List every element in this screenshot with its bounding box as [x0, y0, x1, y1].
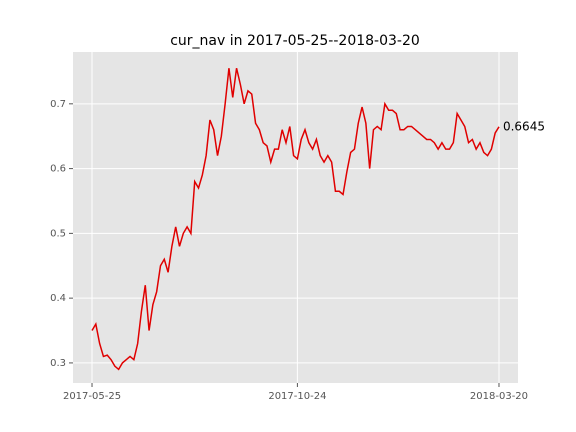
y-tick-label: 0.4 — [50, 293, 66, 304]
line — [91, 68, 500, 371]
y-tick-label: 0.5 — [50, 228, 66, 239]
y-tick-label: 0.3 — [50, 358, 66, 369]
x-tick-label: 2017-05-25 — [63, 391, 121, 402]
y-tick-label: 0.7 — [50, 99, 66, 110]
plot-area — [73, 52, 518, 383]
y-tick-label: 0.6 — [50, 164, 66, 175]
x-tick-label: 2018-03-20 — [470, 391, 528, 402]
chart-title: cur_nav in 2017-05-25--2018-03-20 — [170, 33, 420, 49]
annotation: 0.6645 — [503, 119, 545, 133]
x-tick-label: 2017-10-24 — [268, 391, 326, 402]
